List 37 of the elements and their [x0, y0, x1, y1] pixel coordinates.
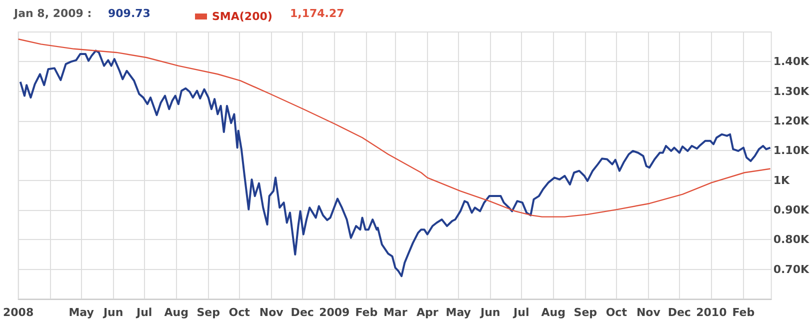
text: Jan 8, 2009 :	[13, 7, 92, 20]
x-tick-label: Sep	[196, 306, 220, 319]
x-tick-label: Jun	[102, 306, 124, 319]
y-tick-label: 1.20K	[773, 114, 810, 128]
y-tick-label: 0.90K	[773, 204, 810, 216]
y-tick-label: 1K	[773, 174, 790, 187]
x-tick-label: Jul	[135, 306, 152, 319]
text: 1,174.27	[290, 7, 344, 20]
x-tick-label: 2010	[696, 306, 728, 319]
x-tick-label: Feb	[355, 306, 378, 319]
y-tick-label: 0.70K	[773, 262, 810, 276]
x-tick-label: 2008	[2, 306, 34, 319]
x-tick-label: Mar	[383, 306, 408, 319]
x-tick-label: Aug	[164, 306, 188, 319]
x-tick-label: Jul	[512, 306, 530, 319]
x-tick-label: Nov	[636, 306, 662, 319]
x-tick-label: Dec	[290, 306, 314, 319]
y-tick-label: 1.10K	[773, 144, 810, 158]
x-tick-label: Oct	[606, 306, 627, 319]
y-tick-label: 0.80K	[773, 233, 810, 246]
x-tick-label: Jun	[479, 306, 500, 319]
x-tick-label: Nov	[259, 306, 284, 319]
line-series	[19, 50, 772, 278]
x-tick-label: 2009	[319, 306, 350, 319]
x-tick-label: Dec	[668, 306, 691, 319]
y-tick-label: 1.30K	[773, 84, 810, 98]
y-tick-label: 1.40K	[773, 55, 810, 68]
line-series	[18, 38, 771, 218]
x-tick-label: Apr	[416, 306, 439, 319]
x-tick-label: Aug	[541, 306, 566, 319]
x-tick-label: Oct	[228, 306, 250, 319]
x-tick-label: Sep	[574, 306, 598, 319]
x-tick-label: May	[446, 306, 471, 319]
x-tick-label: May	[68, 306, 94, 319]
x-tick-label: Feb	[732, 306, 755, 319]
legend-label: SMA(200)	[212, 10, 272, 23]
text: 909.73	[108, 7, 150, 20]
